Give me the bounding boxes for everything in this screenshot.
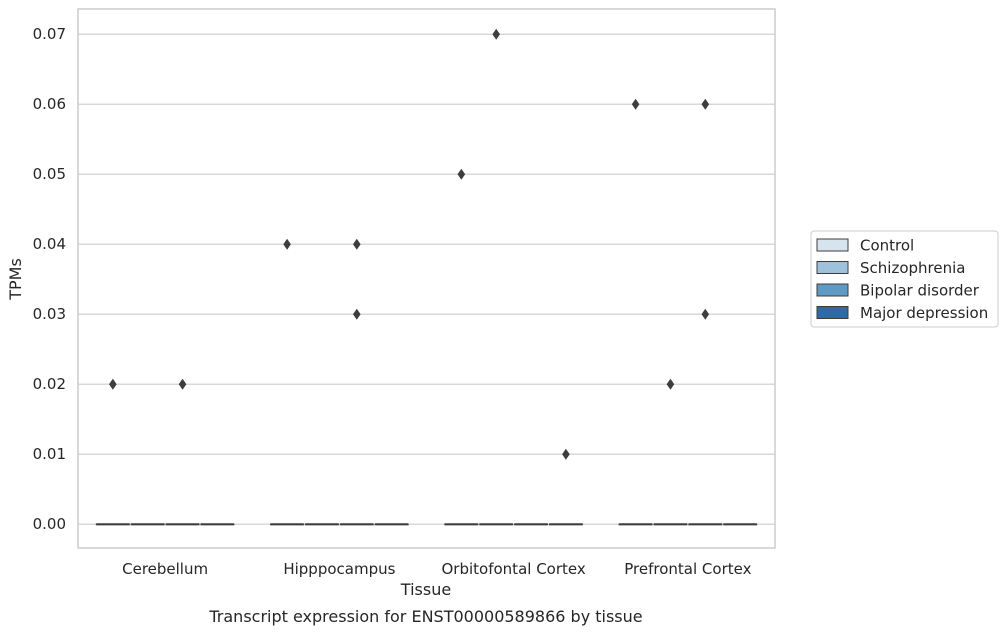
- y-tick-label: 0.00: [33, 515, 66, 533]
- outlier-point: [178, 378, 187, 390]
- legend: Control Schizophrenia Bipolar disorder Majo…: [810, 230, 999, 328]
- legend-label: Control: [860, 237, 914, 255]
- outlier-point: [631, 98, 640, 110]
- y-tick-label: 0.04: [33, 235, 66, 253]
- x-tick-label: Cerebellum: [122, 560, 208, 578]
- x-tick-label: Hipppocampus: [283, 560, 395, 578]
- y-tick-label: 0.03: [33, 305, 66, 323]
- outlier-point: [701, 98, 710, 110]
- legend-label: Bipolar disorder: [860, 282, 980, 300]
- outlier-point: [353, 308, 361, 320]
- plot-frame: [77, 8, 776, 549]
- y-tick-labels: 0.00 0.01 0.02 0.03 0.04 0.05 0.06 0.07: [33, 25, 66, 533]
- x-axis-title: Tissue: [400, 580, 451, 599]
- chart-caption: Transcript expression for ENST0000058986…: [208, 607, 642, 626]
- y-tick-label: 0.05: [33, 165, 66, 183]
- outlier-point: [283, 238, 291, 250]
- x-tick-labels: Cerebellum Hipppocampus Orbitofontal Corte…: [122, 560, 751, 578]
- outlier-point: [492, 28, 500, 40]
- legend-label: Major depression: [860, 304, 988, 322]
- legend-swatch: [816, 261, 849, 274]
- y-axis-title: TPMs: [6, 258, 25, 301]
- grid-lines: [78, 33, 775, 525]
- legend-frame: [810, 230, 999, 328]
- outlier-point: [562, 448, 570, 460]
- x-tick-label: Prefrontal Cortex: [624, 560, 751, 578]
- outlier-point: [666, 378, 675, 390]
- y-tick-label: 0.06: [33, 95, 66, 113]
- y-tick-label: 0.02: [33, 375, 66, 393]
- outlier-point: [109, 378, 117, 390]
- y-tick-label: 0.07: [33, 25, 66, 43]
- x-tick-label: Orbitofontal Cortex: [442, 560, 586, 578]
- y-tick-label: 0.01: [33, 445, 66, 463]
- legend-label: Schizophrenia: [860, 259, 965, 277]
- outlier-point: [457, 168, 466, 180]
- outlier-point: [353, 238, 361, 250]
- legend-swatch: [816, 283, 849, 297]
- outlier-points: [109, 28, 710, 460]
- legend-swatch: [816, 306, 849, 319]
- outlier-point: [701, 308, 710, 320]
- legend-swatch: [816, 238, 849, 252]
- box-elements: [95, 523, 758, 526]
